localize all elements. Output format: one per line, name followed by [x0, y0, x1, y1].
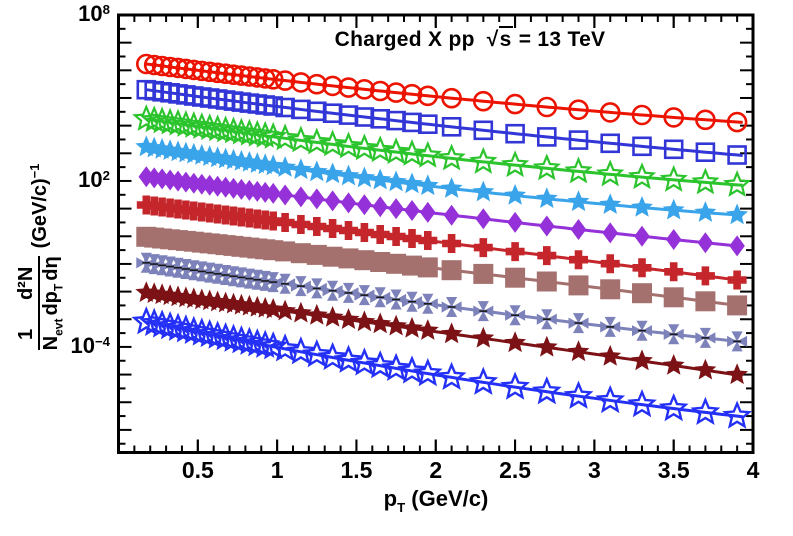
- axis-ticks: [118, 14, 754, 453]
- x-tick-label: 0.5: [181, 457, 214, 483]
- series-spectrum-8-four-triangle-plus: [136, 252, 748, 352]
- x-tick-label: 2.5: [499, 457, 532, 483]
- sqrt-argument: s: [498, 26, 513, 51]
- x-tick-label: 2: [429, 457, 443, 483]
- fit-line: [146, 88, 743, 157]
- series-spectrum-9-filled-star: [135, 281, 749, 385]
- series-spectrum-7-filled-square: [136, 226, 748, 316]
- series-spectrum-10-open-star: [131, 306, 752, 429]
- fit-line: [146, 62, 743, 124]
- x-axis-label: pT (GeV/c): [383, 486, 489, 515]
- y-tick-label: 102: [78, 166, 110, 192]
- series-spectrum-4-filled-star: [135, 135, 749, 225]
- chart-title: Charged X pp √s = 13 TeV: [170, 26, 770, 52]
- x-tick-label: 1: [270, 457, 284, 483]
- y-tick-label: 108: [78, 1, 110, 26]
- series-spectrum-3-open-star: [132, 104, 752, 197]
- series-spectrum-2-open-square: [136, 79, 747, 165]
- title-energy: = 13 TeV: [518, 28, 606, 51]
- y-tick-label: 10−4: [70, 332, 110, 358]
- plot-frame: [117, 13, 755, 454]
- series-spectrum-1-open-circle: [136, 53, 748, 133]
- x-tick-label: 3.5: [657, 457, 690, 483]
- x-tick-label: 4: [746, 457, 760, 483]
- x-tick-label: 1.5: [340, 457, 373, 483]
- title-text: Charged X pp: [334, 28, 475, 51]
- sqrt-icon: √: [486, 28, 499, 51]
- x-tick-label: 3: [587, 457, 601, 483]
- series-spectrum-6-filled-plus: [136, 195, 747, 290]
